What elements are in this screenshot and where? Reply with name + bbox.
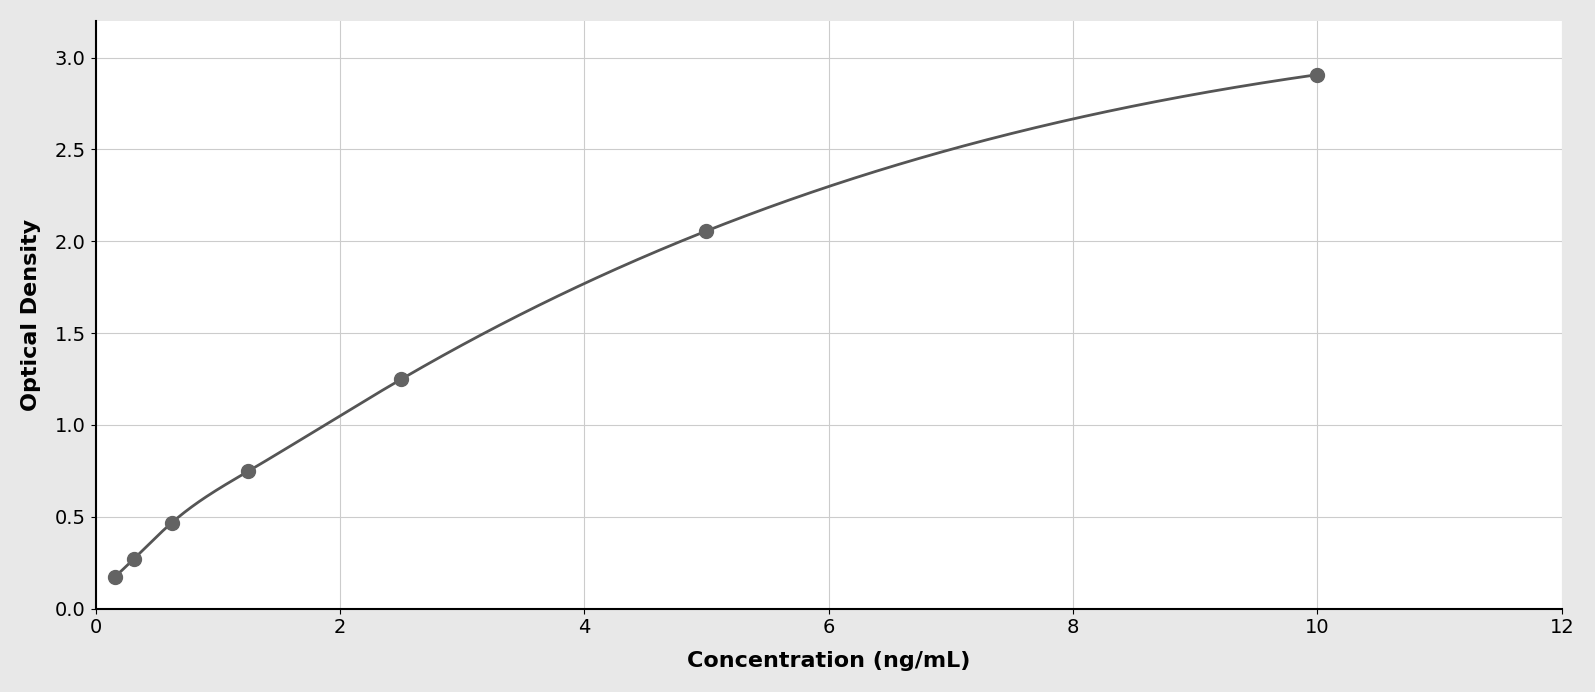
X-axis label: Concentration (ng/mL): Concentration (ng/mL)	[687, 651, 970, 671]
Point	[160, 517, 185, 528]
Point	[121, 554, 147, 565]
Point	[388, 374, 413, 385]
Point	[102, 572, 128, 583]
Point	[236, 466, 262, 477]
Point	[694, 226, 719, 237]
Point	[1305, 69, 1330, 80]
Y-axis label: Optical Density: Optical Density	[21, 219, 41, 411]
